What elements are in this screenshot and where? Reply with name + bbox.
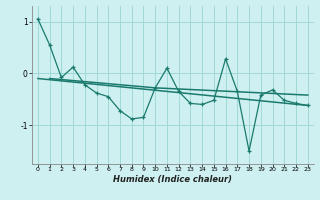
X-axis label: Humidex (Indice chaleur): Humidex (Indice chaleur) (113, 175, 232, 184)
